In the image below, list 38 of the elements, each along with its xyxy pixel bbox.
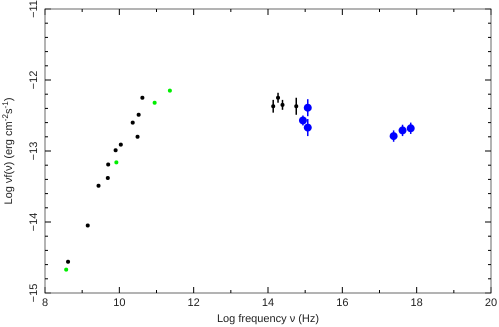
point: [66, 260, 70, 264]
x-tick-label: 12: [188, 297, 200, 309]
point: [398, 126, 407, 134]
point: [114, 148, 118, 152]
point: [118, 142, 123, 147]
point: [304, 124, 312, 132]
point: [280, 102, 284, 107]
x-tick-label: 14: [262, 297, 274, 309]
point: [271, 104, 276, 108]
y-tick-label: −14: [28, 212, 40, 232]
y-tick-label: −11: [28, 0, 40, 18]
point: [130, 120, 135, 125]
x-tick-label: 10: [113, 297, 126, 309]
point: [390, 132, 398, 140]
y-tick-label: −12: [28, 70, 40, 90]
point: [152, 100, 157, 105]
x-tick-label: 16: [336, 297, 348, 309]
x-tick-label: 8: [42, 297, 48, 309]
point: [86, 224, 90, 228]
x-tick-label: 20: [484, 297, 498, 309]
y-tick-label: −13: [28, 142, 40, 160]
y-tick-label: −15: [28, 284, 40, 302]
point: [106, 176, 110, 180]
point: [276, 96, 280, 100]
point: [114, 160, 118, 164]
point: [64, 268, 68, 272]
point: [136, 112, 141, 117]
point: [298, 116, 307, 124]
point: [294, 104, 298, 108]
point: [406, 124, 415, 132]
x-axis-title: Log frequency ν (Hz): [216, 313, 320, 325]
point: [96, 184, 101, 188]
point: [140, 96, 144, 100]
point: [304, 104, 312, 112]
point: [136, 134, 140, 139]
x-tick-label: 18: [410, 297, 423, 309]
point: [168, 88, 172, 93]
point: [106, 162, 110, 166]
